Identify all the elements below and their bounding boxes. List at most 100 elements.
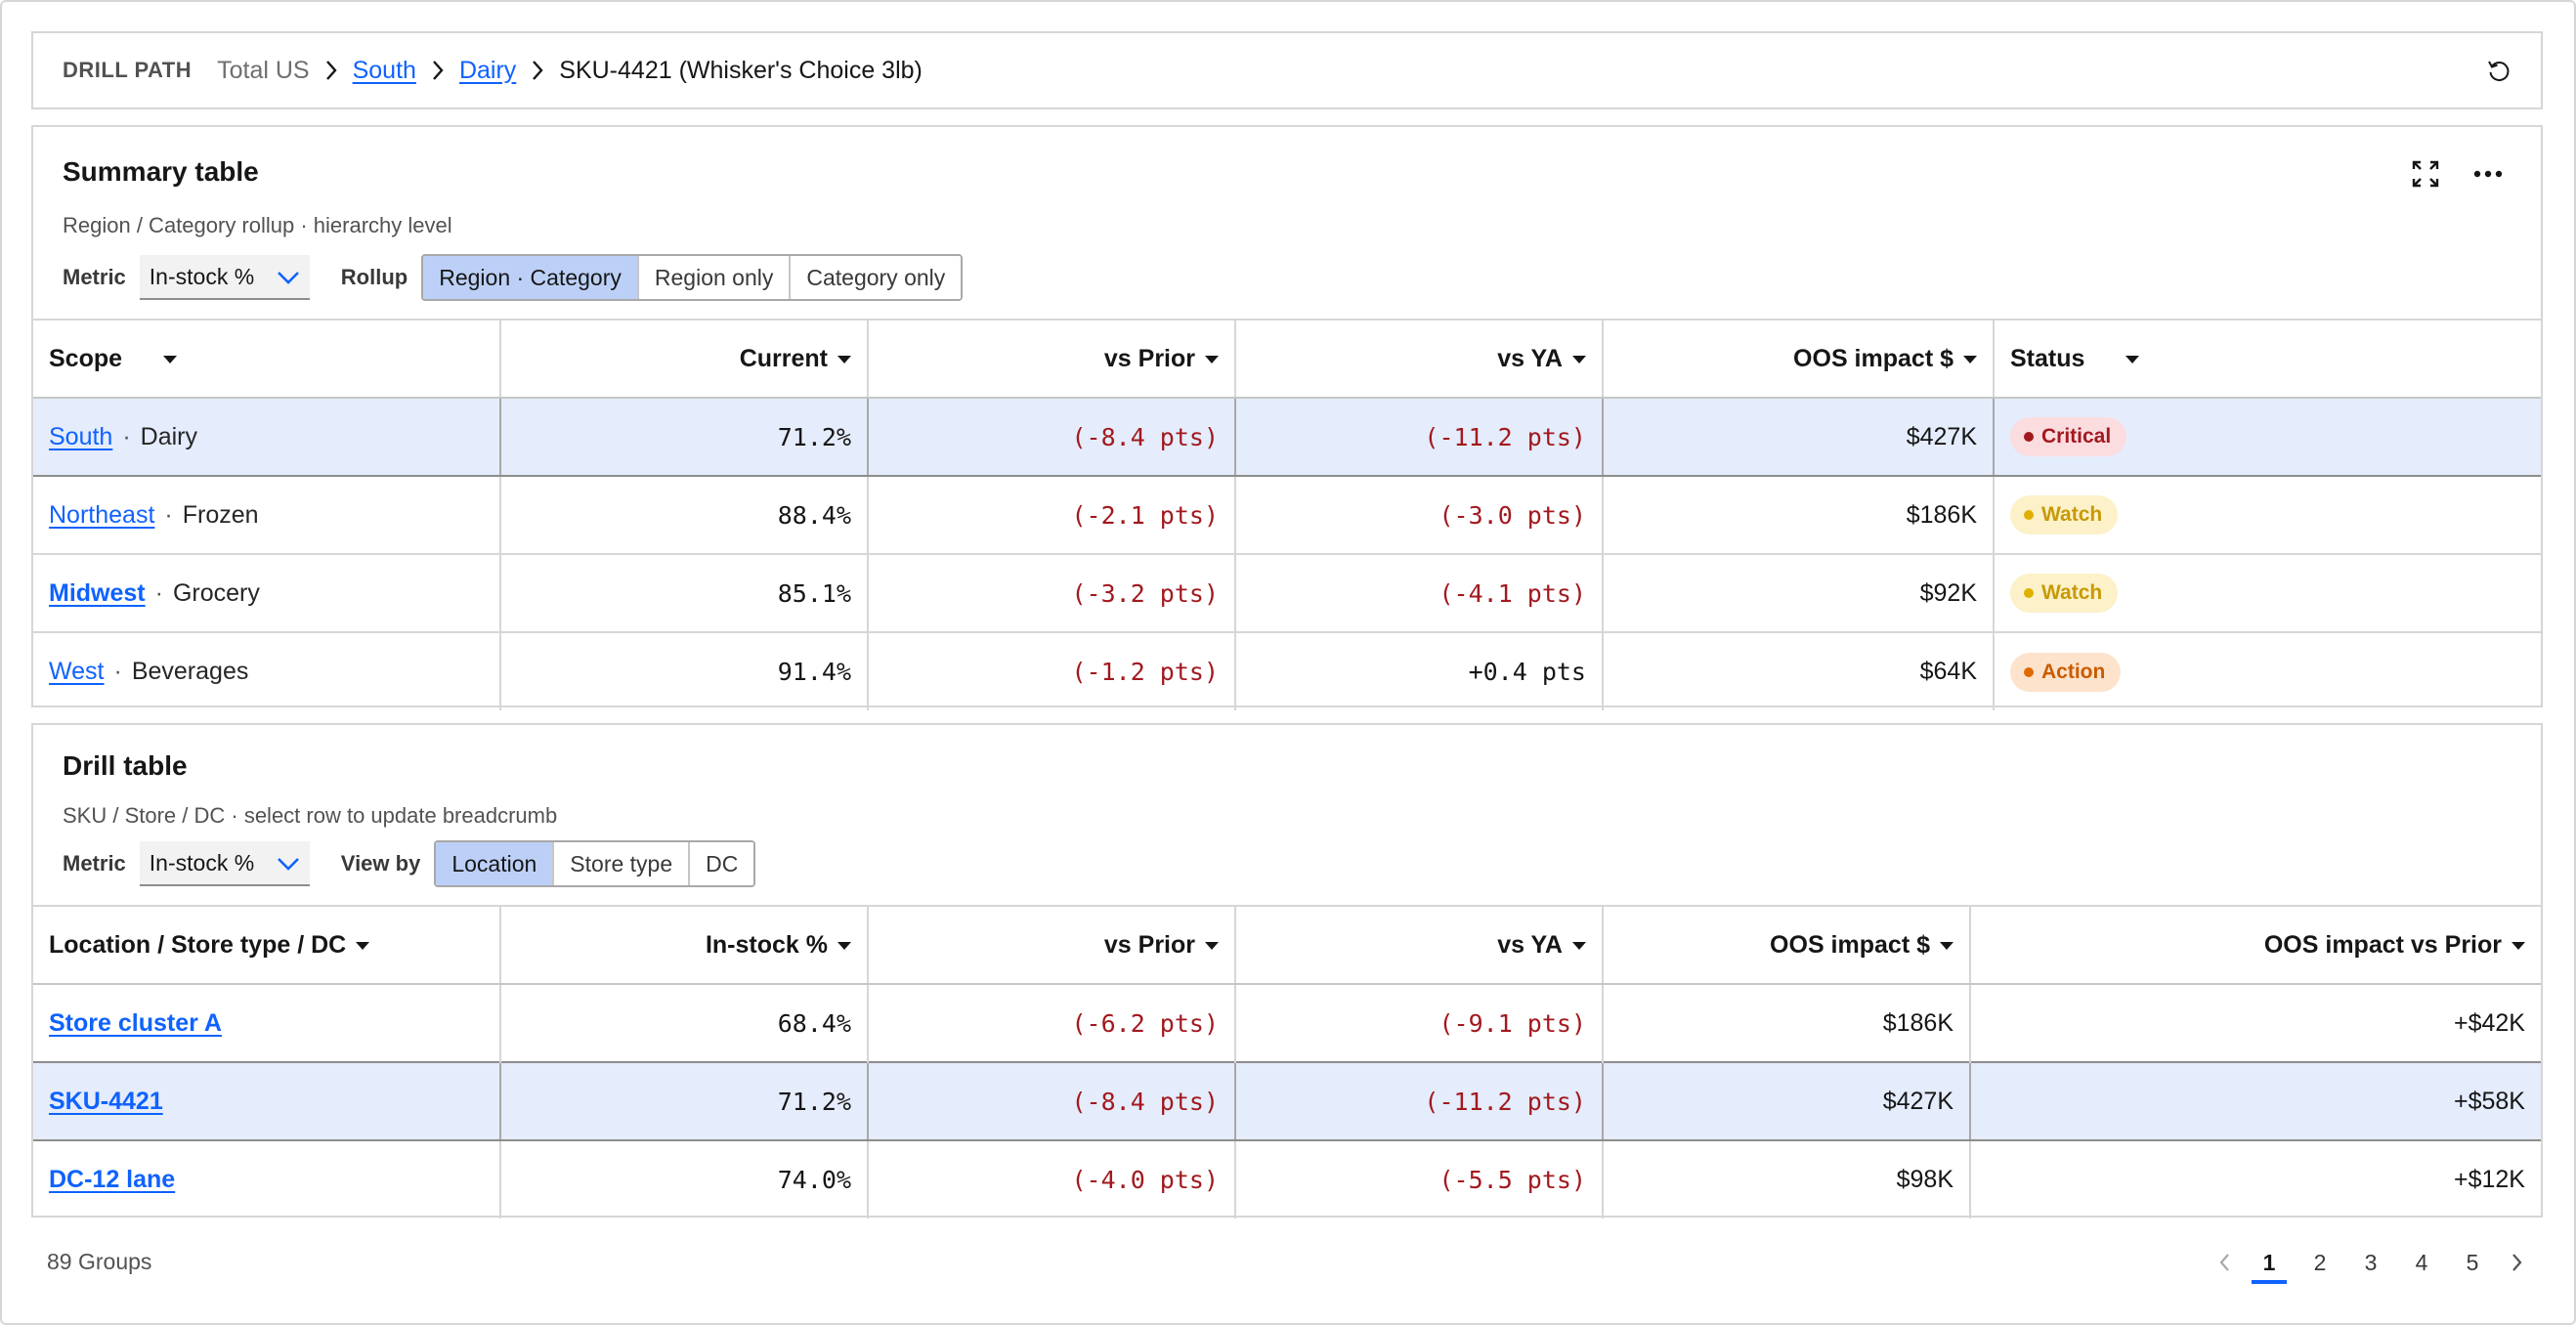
rollup-segmented-control: Region · Category Region only Category o… bbox=[421, 254, 964, 301]
drill-title: Drill table bbox=[63, 750, 188, 781]
col-header-current[interactable]: Current bbox=[500, 319, 869, 399]
col-header-oos-impact[interactable]: OOS impact $ bbox=[1603, 319, 1995, 399]
metric-select[interactable]: In-stock % bbox=[139, 841, 310, 886]
view-by-option-dc[interactable]: DC bbox=[690, 842, 754, 885]
vs-ya-cell: (-11.2 pts) bbox=[1235, 397, 1604, 477]
vs-prior-cell: (-1.2 pts) bbox=[868, 631, 1236, 710]
location-link[interactable]: SKU-4421 bbox=[49, 1087, 163, 1115]
chevron-right-icon[interactable] bbox=[2498, 1241, 2537, 1284]
caret-down-icon[interactable] bbox=[2512, 941, 2525, 950]
col-header-oos-impact[interactable]: OOS impact $ bbox=[1603, 905, 1971, 985]
expand-icon[interactable] bbox=[2406, 154, 2445, 193]
oos-impact-cell: $186K bbox=[1603, 983, 1971, 1062]
rollup-option-category-only[interactable]: Category only bbox=[791, 256, 962, 299]
col-header-vs-prior[interactable]: vs Prior bbox=[868, 905, 1236, 985]
page-button-1[interactable]: 1 bbox=[2244, 1241, 2295, 1284]
caret-down-icon[interactable] bbox=[1205, 355, 1219, 363]
table-row[interactable]: DC-12 lane 74.0% (-4.0 pts) (-5.5 pts) $… bbox=[33, 1139, 2541, 1218]
status-cell: Watch bbox=[1994, 553, 2541, 632]
caret-down-icon[interactable] bbox=[356, 941, 370, 950]
breadcrumb-current: SKU-4421 (Whisker's Choice 3lb) bbox=[559, 56, 923, 84]
page-button-3[interactable]: 3 bbox=[2364, 1249, 2378, 1275]
page-button-4[interactable]: 4 bbox=[2415, 1249, 2428, 1275]
category-label: Grocery bbox=[172, 578, 260, 607]
table-row[interactable]: Store cluster A 68.4% (-6.2 pts) (-9.1 p… bbox=[33, 983, 2541, 1062]
oos-impact-cell: $64K bbox=[1603, 631, 1995, 710]
status-dot-icon bbox=[2024, 510, 2034, 520]
view-by-option-store-type[interactable]: Store type bbox=[554, 842, 691, 885]
col-header-vs-ya[interactable]: vs YA bbox=[1235, 905, 1604, 985]
region-link[interactable]: Northeast bbox=[49, 500, 155, 529]
chevron-right-icon bbox=[516, 56, 559, 85]
view-by-segmented-control: Location Store type DC bbox=[434, 840, 756, 887]
page-button-5[interactable]: 5 bbox=[2466, 1249, 2479, 1275]
table-row[interactable]: West · Beverages 91.4% (-1.2 pts) +0.4 pts… bbox=[33, 631, 2541, 710]
status-dot-icon bbox=[2024, 432, 2034, 442]
caret-down-icon[interactable] bbox=[1963, 355, 1977, 363]
rollup-option-region-only[interactable]: Region only bbox=[638, 256, 792, 299]
table-row[interactable]: Midwest · Grocery 85.1% (-3.2 pts) (-4.1 p… bbox=[33, 553, 2541, 632]
scope-cell: Midwest · Grocery bbox=[33, 553, 501, 632]
breadcrumb: DRILL PATH Total US South Dairy SKU-4421… bbox=[31, 31, 2543, 109]
current-cell: 85.1% bbox=[500, 553, 869, 632]
caret-down-icon[interactable] bbox=[2125, 355, 2140, 363]
page-button-2[interactable]: 2 bbox=[2313, 1249, 2327, 1275]
summary-title: Summary table bbox=[63, 156, 259, 187]
oos-impact-vs-prior-cell: +$42K bbox=[1970, 983, 2541, 1062]
current-cell: 91.4% bbox=[500, 631, 869, 710]
caret-down-icon[interactable] bbox=[163, 355, 178, 363]
caret-down-icon[interactable] bbox=[1940, 941, 1953, 950]
col-header-location[interactable]: Location / Store type / DC bbox=[33, 905, 501, 985]
col-header-oos-impact-vs-prior[interactable]: OOS impact vs Prior bbox=[1970, 905, 2541, 985]
col-header-scope[interactable]: Scope bbox=[33, 319, 501, 399]
location-link[interactable]: Store cluster A bbox=[49, 1008, 222, 1037]
summary-table: Scope Current vs Prior vs YA OOS impact … bbox=[33, 319, 2541, 710]
metric-select[interactable]: In-stock % bbox=[139, 255, 310, 300]
breadcrumb-link-category[interactable]: Dairy bbox=[458, 56, 517, 84]
drill-header-row: Location / Store type / DC In-stock % vs… bbox=[33, 905, 2541, 985]
overflow-menu-icon[interactable] bbox=[2469, 154, 2508, 193]
chevron-left-icon[interactable] bbox=[2205, 1241, 2244, 1284]
view-by-label: View by bbox=[340, 851, 421, 876]
region-link[interactable]: South bbox=[49, 422, 113, 450]
in-stock-cell: 71.2% bbox=[500, 1061, 869, 1141]
table-row[interactable]: SKU-4421 71.2% (-8.4 pts) (-11.2 pts) $4… bbox=[33, 1061, 2541, 1141]
drill-controls: Metric In-stock % View by Location Store… bbox=[63, 840, 756, 887]
breadcrumb-link-region[interactable]: South bbox=[352, 56, 416, 84]
caret-down-icon[interactable] bbox=[1205, 941, 1219, 950]
oos-impact-cell: $427K bbox=[1603, 1061, 1971, 1141]
caret-down-icon[interactable] bbox=[1572, 355, 1586, 363]
region-link[interactable]: West bbox=[49, 658, 105, 685]
metric-select-value: In-stock % bbox=[149, 263, 255, 289]
reset-icon[interactable] bbox=[2482, 55, 2515, 88]
scope-separator: · bbox=[164, 500, 173, 529]
location-cell: SKU-4421 bbox=[33, 1061, 501, 1141]
category-label: Dairy bbox=[140, 422, 198, 450]
rollup-option-region-category[interactable]: Region · Category bbox=[423, 256, 639, 299]
view-by-option-location[interactable]: Location bbox=[436, 842, 555, 885]
metric-label: Metric bbox=[63, 851, 126, 876]
oos-impact-vs-prior-cell: +$58K bbox=[1970, 1061, 2541, 1141]
current-cell: 88.4% bbox=[500, 475, 869, 554]
region-link[interactable]: Midwest bbox=[49, 578, 146, 607]
chevron-down-icon bbox=[277, 264, 300, 290]
col-header-in-stock[interactable]: In-stock % bbox=[500, 905, 869, 985]
group-count: 89 Groups bbox=[47, 1249, 152, 1274]
table-row[interactable]: South · Dairy 71.2% (-8.4 pts) (-11.2 pts)… bbox=[33, 397, 2541, 477]
current-cell: 71.2% bbox=[500, 397, 869, 477]
category-label: Frozen bbox=[182, 500, 259, 529]
in-stock-cell: 68.4% bbox=[500, 983, 869, 1062]
col-header-vs-prior[interactable]: vs Prior bbox=[868, 319, 1236, 399]
caret-down-icon[interactable] bbox=[837, 941, 851, 950]
caret-down-icon[interactable] bbox=[837, 355, 851, 363]
scope-cell: West · Beverages bbox=[33, 631, 501, 710]
rollup-label: Rollup bbox=[340, 265, 408, 289]
summary-panel: Summary table Region / Category rollup ·… bbox=[31, 125, 2543, 710]
caret-down-icon[interactable] bbox=[1572, 941, 1586, 950]
status-cell: Critical bbox=[1994, 397, 2541, 477]
col-header-status[interactable]: Status bbox=[1994, 319, 2541, 399]
col-header-vs-ya[interactable]: vs YA bbox=[1235, 319, 1604, 399]
table-row[interactable]: Northeast · Frozen 88.4% (-2.1 pts) (-3.0 … bbox=[33, 475, 2541, 554]
location-link[interactable]: DC-12 lane bbox=[49, 1166, 176, 1193]
